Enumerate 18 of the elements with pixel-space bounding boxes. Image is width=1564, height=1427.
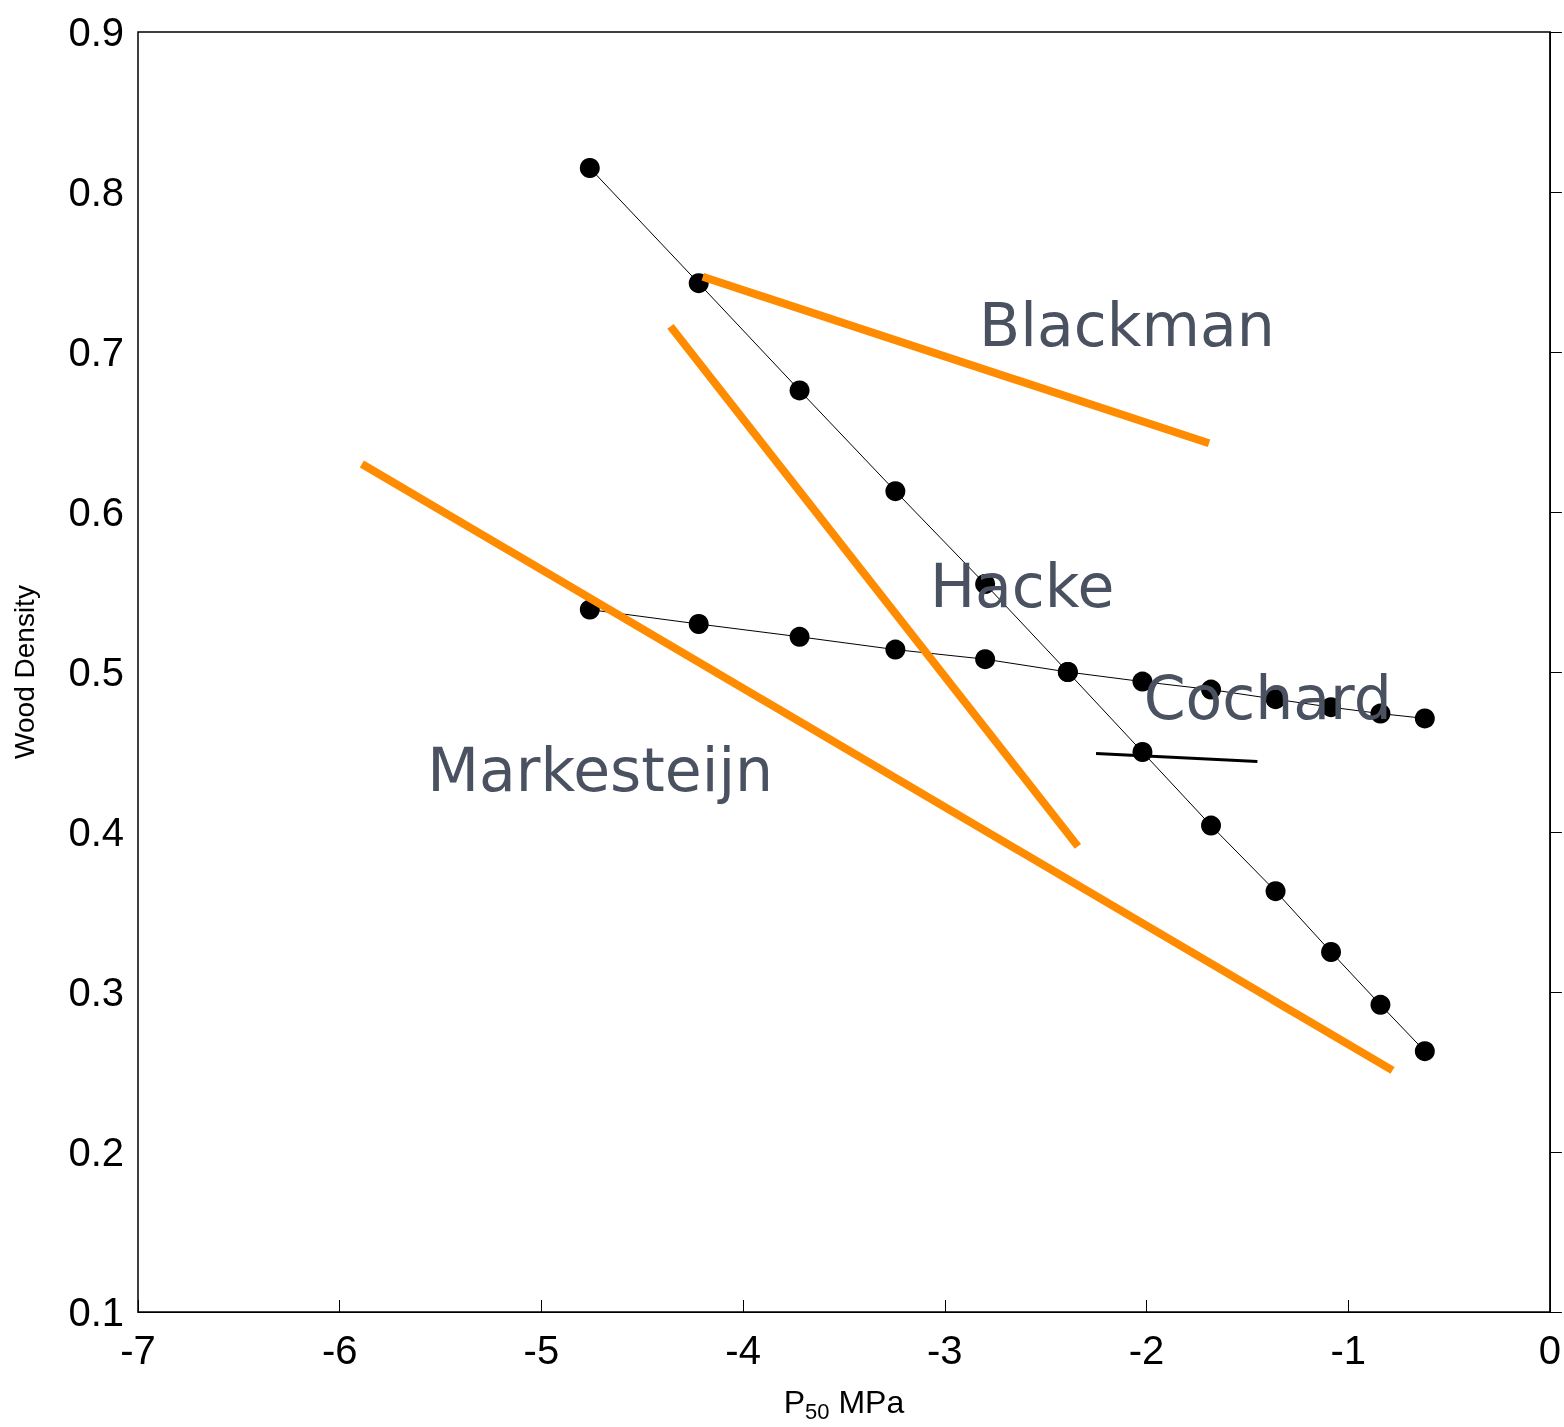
x-tick-label: -2 — [1128, 1328, 1165, 1372]
x-tick-label: -1 — [1330, 1328, 1366, 1372]
x-tick-label: 0 — [1538, 1328, 1561, 1372]
x-tick-label: -4 — [725, 1328, 761, 1372]
y-tick-label: 0.9 — [68, 10, 124, 54]
series-label: Blackman — [979, 290, 1275, 360]
series-label: Markesteijn — [427, 735, 774, 806]
y-tick-label: 0.6 — [68, 490, 124, 534]
y-tick-label: 0.8 — [68, 170, 124, 214]
x-tick-label: -3 — [927, 1328, 963, 1372]
x-tick-label: -6 — [321, 1328, 358, 1372]
y-tick-label: 0.5 — [68, 650, 124, 694]
y-tick-label: 0.7 — [68, 330, 124, 374]
y-tick-label: 0.2 — [68, 1130, 124, 1174]
x-tick-label: -5 — [523, 1328, 560, 1372]
y-axis-title: Wood Density — [8, 585, 40, 759]
y-tick-label: 0.4 — [68, 810, 124, 854]
y-tick-label: 0.3 — [68, 970, 124, 1014]
